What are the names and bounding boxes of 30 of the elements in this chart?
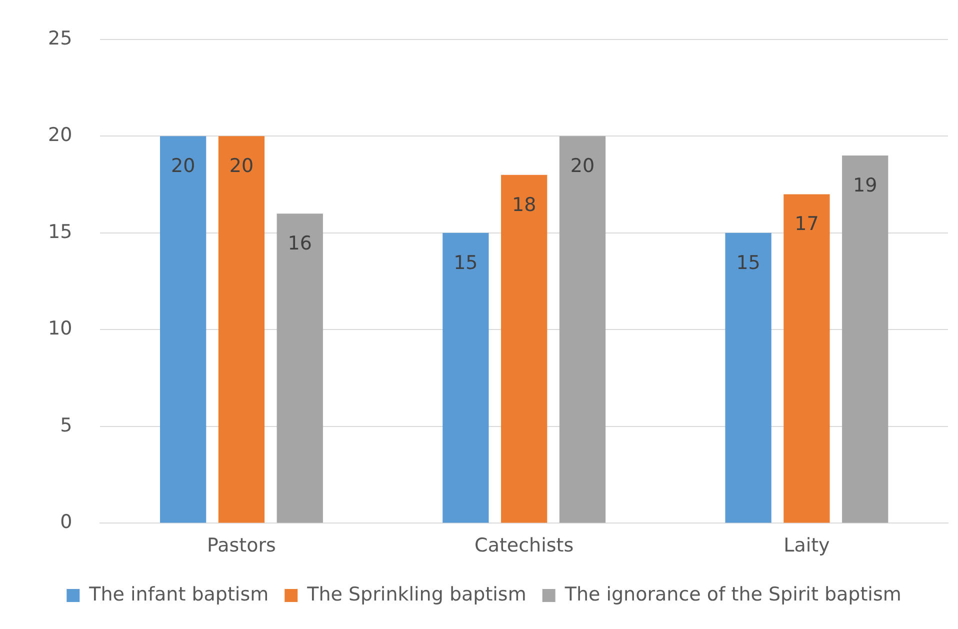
bar (160, 136, 206, 523)
data-label: 20 (170, 155, 196, 178)
data-label: 16 (288, 232, 312, 255)
x-tick-label: Pastors (207, 534, 276, 557)
data-label: 15 (736, 252, 760, 274)
bar (725, 232, 772, 523)
data-label: 20 (229, 155, 254, 178)
bar (276, 214, 323, 523)
legend-label: The ignorance of the Spirit baptism (564, 583, 902, 606)
y-tick-label: 15 (48, 220, 72, 243)
x-tick-label: Laity (784, 534, 830, 557)
bar (842, 156, 888, 523)
data-label: 15 (454, 252, 478, 274)
y-tick-label: 5 (60, 414, 72, 436)
data-label: 20 (570, 155, 595, 178)
bar (501, 174, 548, 523)
bar (442, 232, 489, 523)
y-tick-label: 10 (48, 318, 72, 340)
x-tick-label: Catechists (474, 534, 574, 557)
bar (218, 136, 265, 523)
y-tick-label: 25 (48, 27, 72, 50)
data-label: 18 (512, 194, 536, 216)
data-label: 17 (794, 213, 819, 236)
bar (559, 136, 606, 523)
legend-label: The Sprinkling baptism (306, 583, 526, 606)
y-tick-label: 0 (60, 511, 72, 534)
bar (784, 194, 830, 523)
data-label: 19 (853, 174, 878, 196)
y-tick-label: 20 (48, 124, 72, 146)
legend-label: The infant baptism (88, 583, 269, 606)
